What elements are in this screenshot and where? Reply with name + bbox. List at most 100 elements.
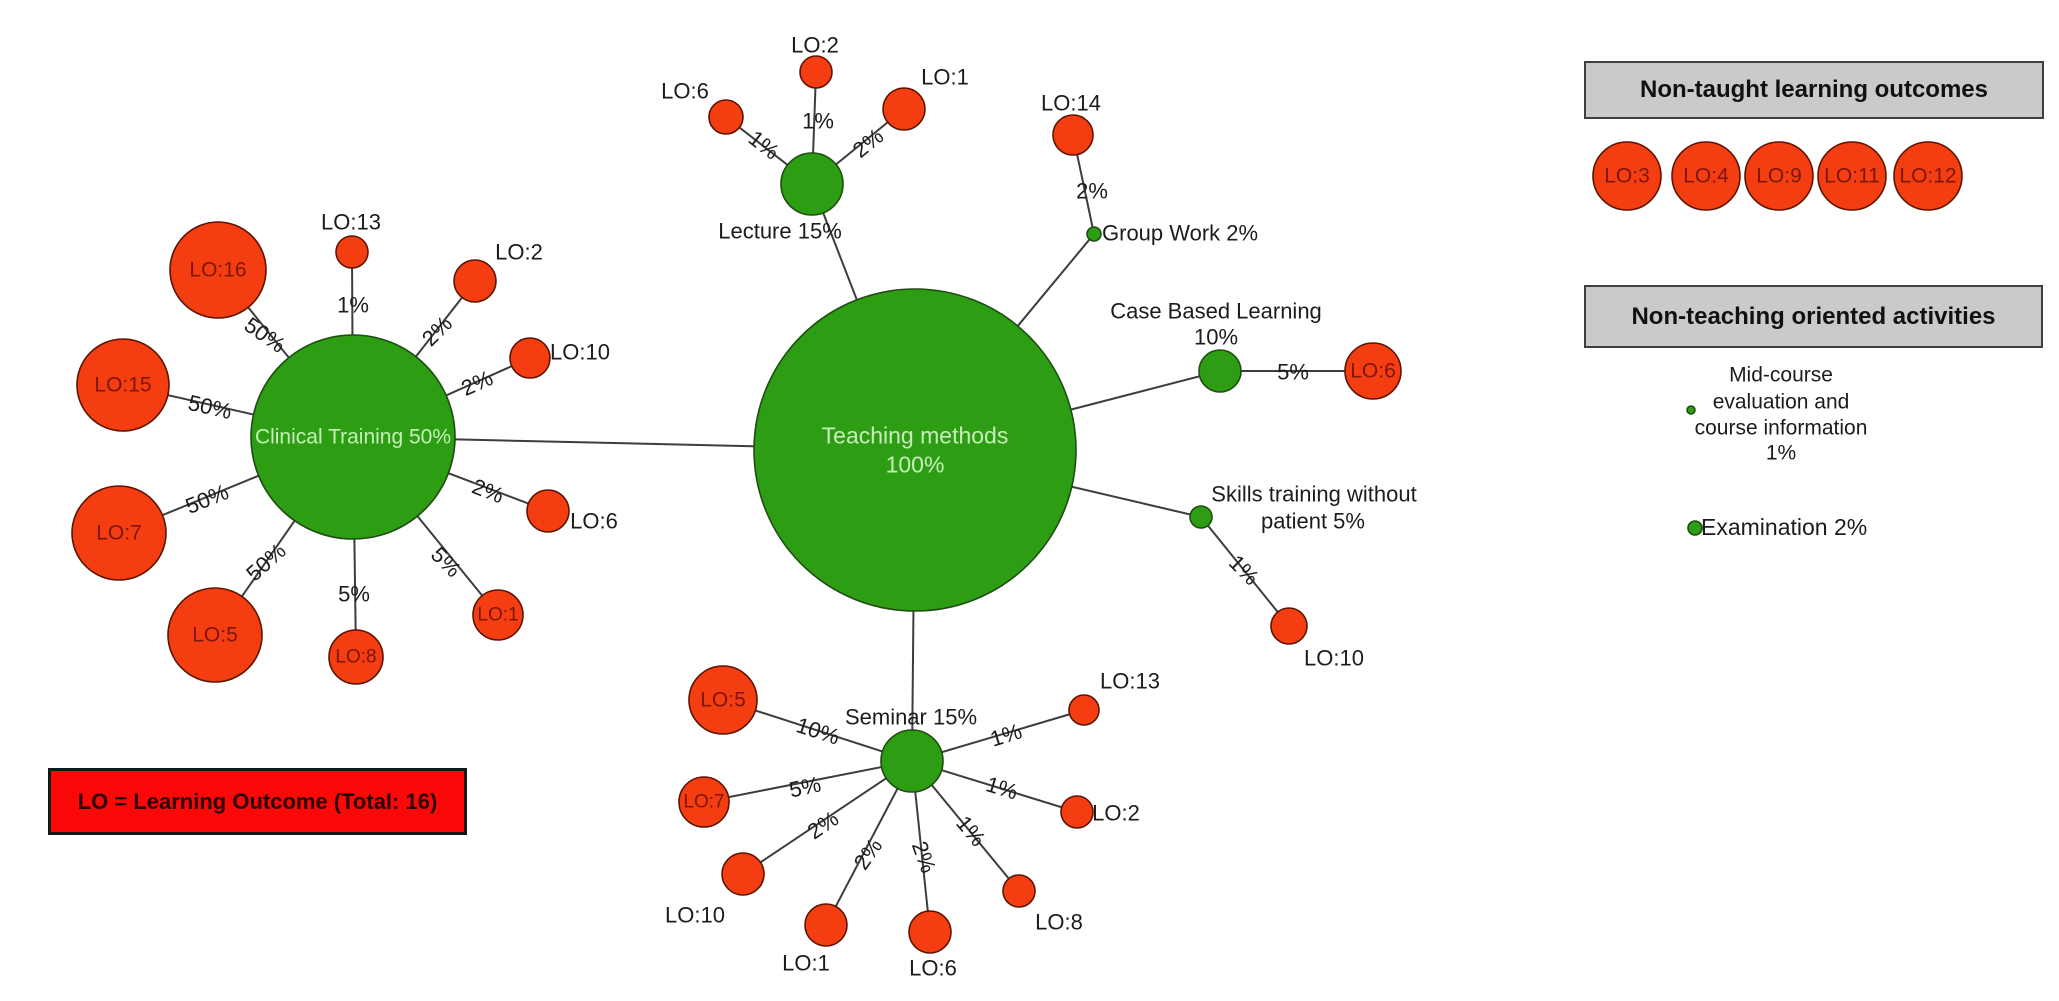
outcome-node-cbl-lo6 (1344, 342, 1402, 400)
edge-pct-seminar-sem-lo6: 2% (907, 838, 941, 876)
sk-lo10-label: LO:10 (1304, 646, 1364, 671)
legend-box: LO = Learning Outcome (Total: 16) (48, 768, 467, 835)
sem-lo1-label: LO:1 (782, 951, 830, 976)
edge-skills-sk-lo10 (1200, 516, 1290, 627)
edge-seminar-sem-lo7 (703, 760, 913, 803)
examination-label: Examination 2% (1701, 514, 1867, 540)
node-label-nt-lo3: LO:3 (1604, 165, 1650, 188)
lec-lo6-label: LO:6 (661, 79, 709, 104)
method-node-clinical (250, 334, 456, 540)
outcome-node-nt-lo3 (1592, 141, 1662, 211)
edge-pct-seminar-sem-lo13: 1% (987, 718, 1025, 751)
outcome-node-ct-lo2 (453, 259, 497, 303)
midcourse-label-line4: 1% (1766, 442, 1796, 465)
outcome-node-ct-lo16 (169, 221, 267, 319)
edge-pct-seminar-sem-lo2: 1% (983, 771, 1021, 804)
edge-pct-clinical-ct-lo2: 2% (417, 311, 457, 351)
outcome-node-ct-lo1 (472, 589, 524, 641)
outcome-node-lec-lo6 (708, 99, 744, 135)
method-node-lecture (780, 152, 844, 216)
edge-pct-clinical-ct-lo7: 50% (182, 479, 232, 519)
skills-label-line1: Skills training without (1211, 482, 1416, 507)
outcome-node-sem-lo6 (908, 910, 952, 954)
outcome-node-ct-lo8 (328, 629, 384, 685)
lec-lo1-label: LO:1 (921, 65, 969, 90)
node-label-teaching: Teaching methods (822, 423, 1009, 449)
edge-pct-seminar-sem-lo7: 5% (787, 771, 823, 802)
node-label-ct-lo7: LO:7 (96, 522, 142, 545)
sem-lo13-label: LO:13 (1100, 669, 1160, 694)
cbl-label-line1: Case Based Learning (1110, 299, 1322, 324)
seminar-label: Seminar 15% (845, 705, 977, 730)
edge-pct-clinical-ct-lo1: 5% (426, 542, 466, 582)
outcome-node-lec-lo2 (799, 55, 833, 89)
outcome-node-nt-lo9 (1744, 141, 1814, 211)
outcome-node-sem-lo10 (721, 852, 765, 896)
outcome-node-ct-lo7 (71, 485, 167, 581)
node-label-nt-lo12: LO:12 (1899, 165, 1956, 188)
outcome-node-ct-lo6 (526, 489, 570, 533)
edge-pct-lecture-lec-lo1: 2% (848, 123, 888, 162)
node-label-clinical: Clinical Training 50% (255, 426, 451, 449)
panel-header-non-taught-outcomes: Non-taught learning outcomes (1584, 61, 2044, 119)
ct-lo2-label: LO:2 (495, 240, 543, 265)
node-label-ct-lo1: LO:1 (477, 605, 518, 626)
midcourse-label-line1: Mid-course (1729, 364, 1833, 387)
method-node-skills (1189, 505, 1213, 529)
lec-lo2-label: LO:2 (791, 33, 839, 58)
outcome-node-sem-lo7 (678, 776, 730, 828)
outcome-node-sem-lo8 (1002, 874, 1036, 908)
edge-seminar-sem-lo10 (742, 760, 913, 875)
sem-lo10-label: LO:10 (665, 903, 725, 928)
method-node-groupwork (1086, 226, 1102, 242)
outcome-node-sem-lo5 (688, 665, 758, 735)
outcome-node-nt-lo12 (1893, 141, 1963, 211)
edge-pct-clinical-ct-lo10: 2% (457, 365, 496, 401)
outcome-node-sem-lo1 (804, 903, 848, 947)
midcourse-label-line3: course information (1695, 417, 1868, 440)
sem-lo8-label: LO:8 (1035, 910, 1083, 935)
sem-lo6-label: LO:6 (909, 956, 957, 981)
edge-pct-skills-sk-lo10: 1% (1224, 550, 1264, 590)
method-node-midcourse-dot (1686, 405, 1696, 415)
method-node-teaching (753, 288, 1077, 612)
node-label-sem-lo5: LO:5 (700, 689, 746, 712)
edge-pct-cbl-cbl-lo6: 5% (1277, 360, 1309, 385)
edge-pct-groupwork-gw-lo14: 2% (1076, 179, 1108, 204)
cbl-label-line2: 10% (1194, 325, 1238, 350)
method-node-cbl (1198, 349, 1242, 393)
node-label-nt-lo4: LO:4 (1683, 165, 1729, 188)
node-label-nt-lo11: LO:11 (1824, 165, 1880, 188)
outcome-node-ct-lo13 (335, 235, 369, 269)
outcome-node-ct-lo5 (167, 587, 263, 683)
ct-lo6-label: LO:6 (570, 509, 618, 534)
outcome-node-lec-lo1 (882, 87, 926, 131)
node-label-ct-lo8: LO:8 (335, 647, 376, 668)
groupwork-label: Group Work 2% (1102, 221, 1258, 246)
ct-lo10-label: LO:10 (550, 340, 610, 365)
outcome-node-gw-lo14 (1052, 114, 1094, 156)
edge-pct-clinical-ct-lo5: 50% (241, 538, 290, 586)
edge-pct-seminar-sem-lo1: 2% (849, 834, 888, 874)
method-node-exam-dot (1687, 520, 1703, 536)
outcome-node-ct-lo10 (509, 337, 551, 379)
outcome-node-sem-lo2 (1060, 795, 1094, 829)
node-label-teaching: 100% (886, 452, 945, 478)
node-label-ct-lo15: LO:15 (94, 374, 151, 397)
node-label-ct-lo16: LO:16 (189, 259, 246, 282)
edge-pct-clinical-ct-lo8: 5% (338, 582, 370, 607)
midcourse-label-line2: evaluation and (1713, 391, 1850, 414)
node-label-cbl-lo6: LO:6 (1350, 360, 1396, 383)
lecture-label: Lecture 15% (718, 219, 842, 244)
method-node-seminar (880, 729, 944, 793)
sem-lo2-label: LO:2 (1092, 801, 1140, 826)
outcome-node-nt-lo4 (1671, 141, 1741, 211)
outcome-node-sem-lo13 (1068, 694, 1100, 726)
panel-header-non-teaching-activities: Non-teaching oriented activities (1584, 285, 2043, 348)
outcome-node-ct-lo15 (76, 338, 170, 432)
ct-lo13-label: LO:13 (321, 210, 381, 235)
outcome-node-nt-lo11 (1817, 141, 1887, 211)
edge-pct-clinical-ct-lo6: 2% (469, 474, 508, 509)
